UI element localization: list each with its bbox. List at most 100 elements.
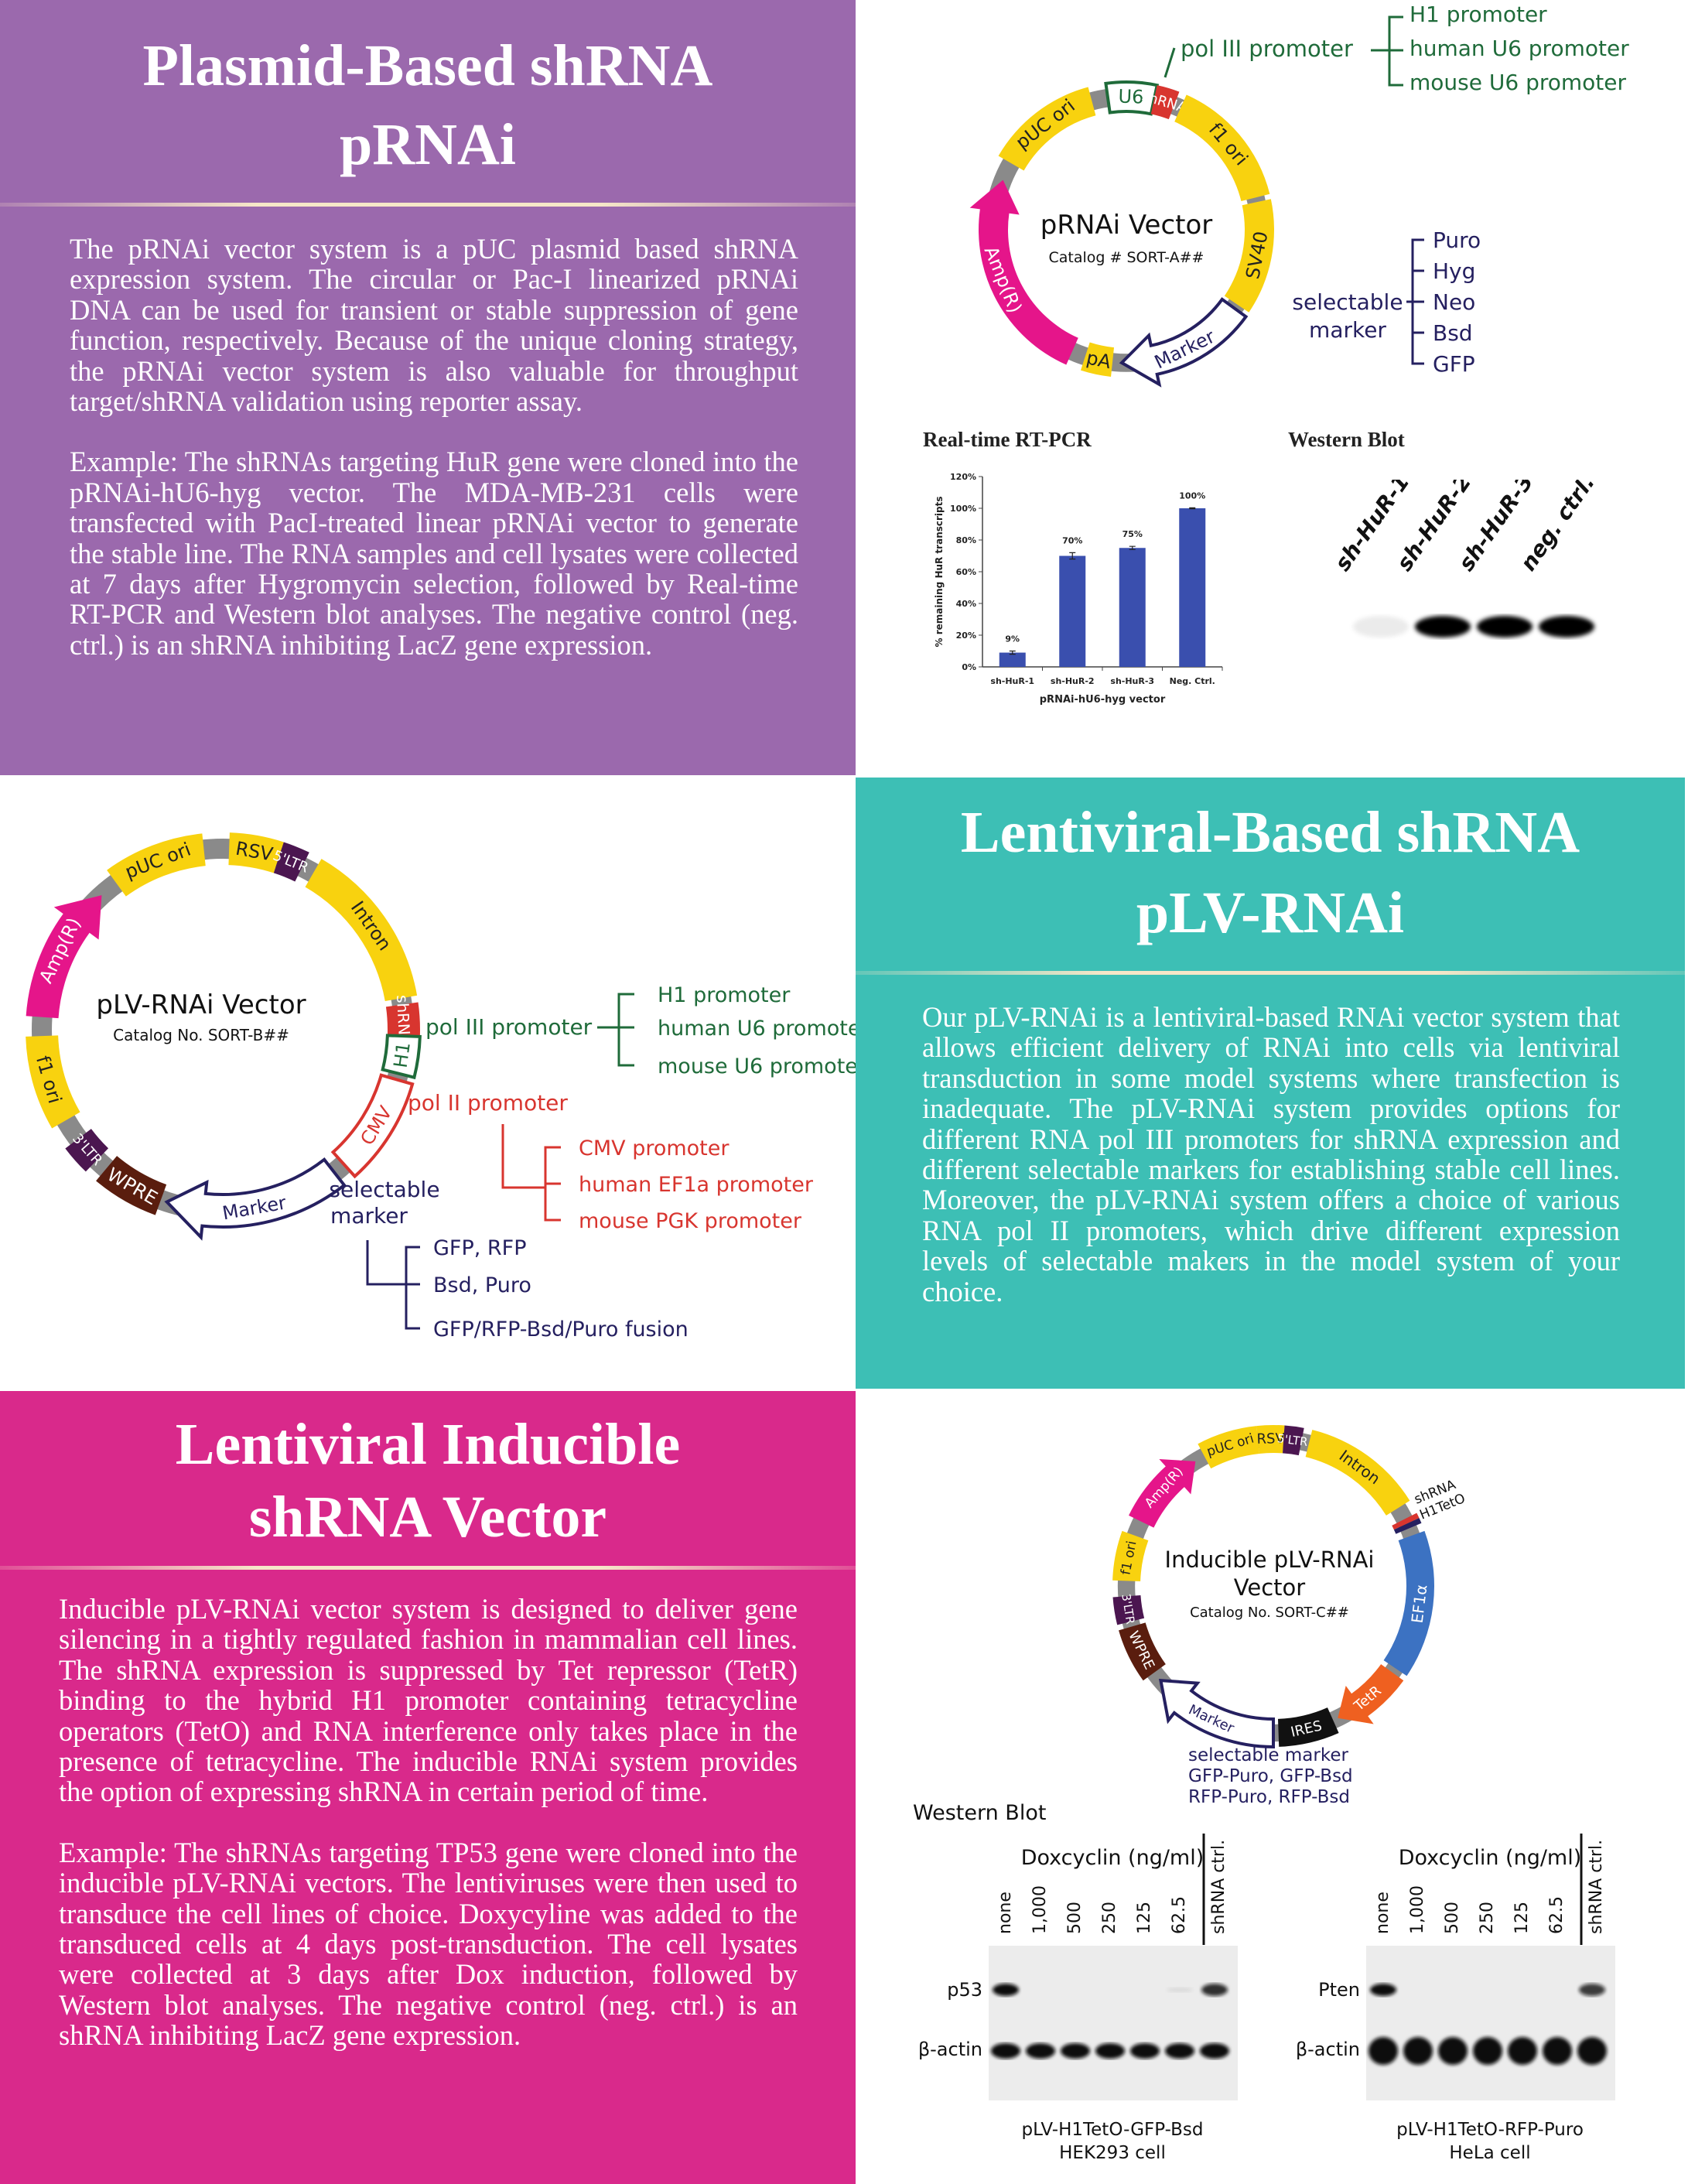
marker-option-2: Neo: [1433, 289, 1475, 315]
blot-caption-line2-0: HEK293 cell: [1059, 2143, 1166, 2163]
marker-option-0: Puro: [1433, 227, 1481, 253]
actin-band: [1508, 2037, 1537, 2065]
marker-option-0: GFP, RFP: [433, 1236, 526, 1260]
actin-band: [1403, 2037, 1433, 2065]
lentiviral-panel: Lentiviral-Based shRNA pLV-RNAi Our pLV-…: [856, 778, 1685, 1389]
actin-band: [1473, 2037, 1502, 2065]
target-band: [1201, 1984, 1228, 1996]
inducible-segment-h1teto: [1393, 1518, 1422, 1534]
pol3-bracket: [617, 993, 634, 1067]
western-blot-title: Western Blot: [1288, 428, 1405, 451]
prnai-segment-f1ori: [1174, 94, 1270, 201]
lane-label-0-0: none: [996, 1892, 1015, 1934]
blot-header-1: Doxcyclin (ng/ml): [1399, 1846, 1582, 1870]
prnai-segment-marker: [1119, 297, 1249, 388]
band-0: [1353, 616, 1409, 637]
y-axis-label: % remaining HuR transcripts: [934, 497, 945, 648]
lane-label-0-5: 62.5: [1170, 1896, 1189, 1934]
inducible-segment-ef1a: [1383, 1530, 1434, 1676]
plv-label-h1: H1: [390, 1041, 415, 1069]
prnai-panel: Plasmid-Based shRNA pRNAi The pRNAi vect…: [0, 0, 856, 775]
pol3-promoter-label: pol III promoter: [1181, 36, 1353, 62]
x-tick-label: sh-HuR-2: [1051, 676, 1095, 686]
actin-band: [1369, 2037, 1398, 2065]
actin-band: [1165, 2043, 1194, 2059]
pol2-promoter-label: pol II promoter: [408, 1090, 568, 1116]
lane-label-0-6: shRNA ctrl.: [1209, 1840, 1228, 1934]
lentiviral-description: Our pLV-RNAi is a lentiviral-based RNAi …: [922, 1001, 1620, 1307]
inducible-segment-tetr: [1338, 1664, 1404, 1724]
marker-bracket: [405, 1246, 420, 1330]
x-tick-label: sh-HuR-3: [1110, 676, 1154, 686]
band-1: [1415, 616, 1471, 637]
inducible-label-ltr3: 3'LTR: [1119, 1593, 1137, 1625]
blot-caption-line2-1: HeLa cell: [1449, 2143, 1530, 2163]
target-band: [993, 1984, 1019, 1996]
actin-band: [1200, 2043, 1229, 2059]
error-bar: [1129, 545, 1136, 550]
target-band: [1167, 1987, 1193, 1992]
pol3-option-1: human U6 promoter: [658, 1017, 856, 1041]
inducible-panel: Lentiviral Inducible shRNA Vector Induci…: [0, 1391, 856, 2184]
inducible-segment-ires: [1278, 1707, 1339, 1747]
lentiviral-title-line2: pLV-RNAi: [1136, 880, 1405, 945]
lane-label-1-6: shRNA ctrl.: [1587, 1840, 1606, 1934]
marker-line-0: selectable marker: [1188, 1745, 1348, 1765]
y-tick-label: 120%: [950, 472, 976, 482]
vector-catalog: Catalog No. SORT-B##: [113, 1026, 289, 1044]
inducible-title-line1: Lentiviral Inducible: [175, 1412, 681, 1477]
lane-label-0-2: 500: [1065, 1902, 1085, 1934]
lane-label-1-5: 62.5: [1547, 1896, 1567, 1934]
prnai-label-pa: pA: [1085, 347, 1113, 373]
plv-segment-shrna: [385, 1002, 420, 1037]
inducible-vector-map: RSV5'LTRIntronEF1αTetRIRESMarkerWPRE3'LT…: [1112, 1425, 1468, 1807]
plv-segment-intron: [305, 859, 418, 1002]
data-label: 75%: [1122, 529, 1143, 539]
prnai-title-line2: pRNAi: [339, 112, 517, 177]
bar-sh-HuR-3: [1119, 548, 1146, 667]
inducible-segment-wpre: [1119, 1622, 1166, 1681]
blot-caption-line1-1: pLV-H1TetO-RFP-Puro: [1396, 2120, 1584, 2140]
y-tick-label: 40%: [956, 599, 976, 609]
plv-segment-wpre: [96, 1156, 167, 1215]
y-tick-label: 0%: [962, 662, 976, 672]
vector-catalog: Catalog No. SORT-C##: [1190, 1605, 1349, 1621]
vector-name-line1: Inducible pLV-RNAi: [1165, 1547, 1375, 1573]
marker-option-1: Bsd, Puro: [433, 1273, 531, 1297]
lane-label-1-3: 250: [1478, 1902, 1497, 1934]
data-label: 100%: [1179, 490, 1205, 501]
western-blot-p53-pten: Doxcyclin (ng/ml) none 1,000 500 250 125 62.5 s…: [918, 1834, 1615, 2163]
inducible-segment-amp: [1129, 1459, 1196, 1528]
plv-segment-cmv: [330, 1073, 415, 1179]
actin-band: [1026, 2043, 1055, 2059]
title-divider: [0, 203, 856, 207]
target-band: [1579, 1984, 1605, 1996]
error-bar: [1069, 552, 1076, 560]
lane-label-0-4: 125: [1135, 1902, 1154, 1934]
marker-option-2: GFP/RFP-Bsd/Puro fusion: [433, 1318, 689, 1342]
plv-segment-h1: [381, 1034, 422, 1080]
u6-leader-line: [1163, 47, 1176, 78]
lane-label-0-3: 250: [1100, 1902, 1119, 1934]
inducible-label-rsv: RSV: [1256, 1430, 1285, 1447]
marker-label-line2: marker: [1309, 317, 1386, 343]
plv-segment-puc: [107, 833, 206, 897]
pol3-option-1: human U6 promoter: [1410, 36, 1629, 61]
plv-segment-rsv: [228, 832, 284, 873]
prnai-segment-shrna: [1150, 85, 1180, 120]
target-band: [1370, 1984, 1396, 1996]
lane-label-1-0: none: [1373, 1892, 1392, 1934]
plv-segment-ltr3: [65, 1129, 109, 1172]
marker-connector: [366, 1240, 406, 1286]
loading-label-0: β-actin: [918, 2039, 982, 2060]
inducible-description: Inducible pLV-RNAi vector system is desi…: [59, 1594, 798, 2081]
vector-catalog: Catalog # SORT-A##: [1049, 249, 1204, 266]
pol3-option-0: H1 promoter: [1410, 2, 1547, 27]
pol3-option-0: H1 promoter: [658, 983, 791, 1007]
plv-segment-amp: [26, 895, 102, 1019]
prnai-paragraph-1: The pRNAi vector system is a pUC plasmid…: [70, 233, 798, 418]
pol3-option-2: mouse U6 promoter: [1410, 70, 1626, 95]
data-label: 70%: [1062, 535, 1082, 545]
actin-band: [1577, 2037, 1607, 2065]
